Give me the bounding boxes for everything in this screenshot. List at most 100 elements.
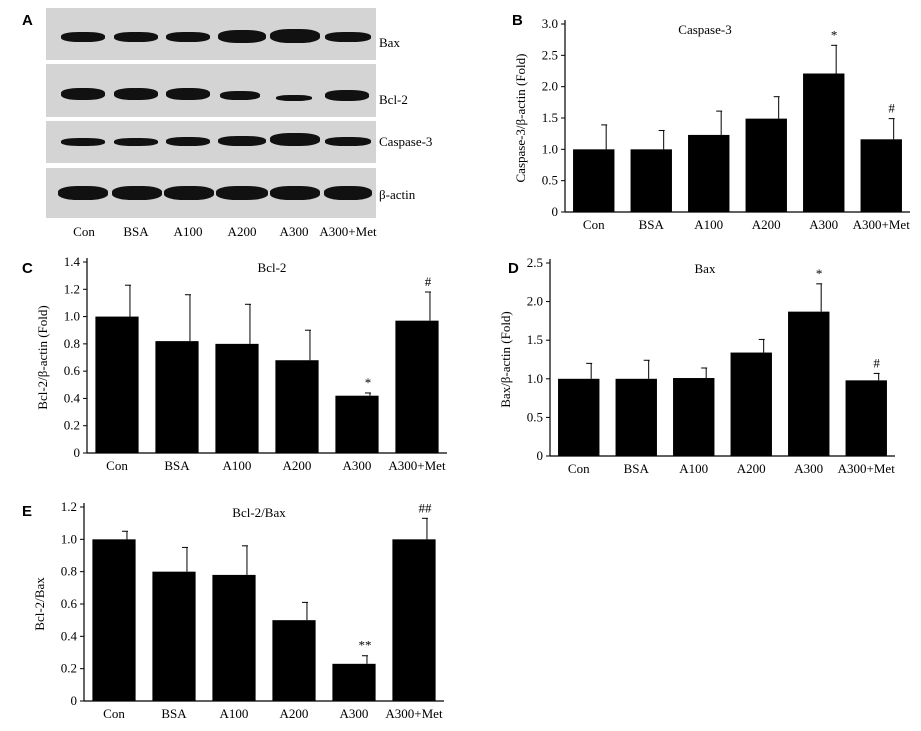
y-tick-label: 0.5 [542, 173, 558, 188]
y-tick-label: 0.2 [61, 661, 77, 676]
bar [332, 663, 376, 701]
x-tick-label: A300 [343, 458, 372, 473]
bar [275, 360, 319, 453]
blot-band [325, 137, 371, 146]
bar [155, 341, 199, 453]
bar [152, 571, 196, 701]
y-tick-label: 0 [71, 693, 78, 708]
y-axis-title: Bcl-2/β-actin (Fold) [35, 305, 50, 409]
y-tick-label: 1.2 [64, 281, 80, 296]
blot-row-label: β-actin [379, 187, 416, 202]
y-tick-label: 0.4 [61, 628, 78, 643]
blot-row-label: Bcl-2 [379, 92, 408, 107]
panel-label-d: D [508, 260, 519, 277]
y-tick-label: 1.0 [64, 309, 80, 324]
panel-label-c: C [22, 260, 33, 277]
bar [688, 134, 730, 212]
x-tick-label: BSA [164, 458, 190, 473]
x-tick-label: A300 [340, 706, 369, 721]
blot-lane-label: A200 [227, 224, 257, 239]
panel-label-b: B [512, 12, 523, 29]
significance-marker: * [831, 27, 838, 42]
x-tick-label: Con [103, 706, 125, 721]
y-axis-title: Bcl-2/Bax [32, 577, 47, 631]
x-tick-label: BSA [161, 706, 187, 721]
y-tick-label: 0.5 [527, 409, 543, 424]
y-tick-label: 1.5 [527, 332, 543, 347]
x-tick-label: A100 [679, 461, 708, 476]
y-tick-label: 3.0 [542, 16, 558, 31]
significance-marker: ## [418, 500, 432, 515]
x-tick-label: A200 [752, 217, 781, 232]
blot-band [164, 186, 214, 200]
bar [272, 620, 316, 701]
significance-marker: ** [358, 638, 371, 653]
bar [212, 574, 256, 701]
blot-row-bcl2 [46, 64, 376, 117]
y-tick-label: 0.6 [64, 363, 81, 378]
blot-row-label: Bax [379, 35, 400, 50]
blot-band [166, 88, 210, 100]
blot-lane-label: A300+Met [319, 224, 377, 239]
blot-row-beta-actin [46, 168, 376, 218]
chart-title: Bcl-2/Bax [232, 505, 286, 520]
blot-band [325, 90, 369, 101]
blot-band [61, 88, 105, 100]
blot-row-caspase3 [46, 121, 376, 163]
blot-band [276, 95, 312, 101]
x-tick-label: A300 [809, 217, 838, 232]
y-tick-label: 1.2 [61, 499, 77, 514]
blot-lane-label: Con [73, 224, 95, 239]
x-tick-label: A100 [694, 217, 723, 232]
bar [573, 149, 615, 212]
y-tick-label: 1.0 [542, 141, 558, 156]
y-axis-title: Bax/β-actin (Fold) [498, 311, 513, 408]
x-tick-label: Con [583, 217, 605, 232]
bar [673, 378, 715, 456]
y-tick-label: 1.0 [61, 531, 77, 546]
bar [558, 378, 600, 456]
chart-title: Caspase-3 [678, 22, 731, 37]
blot-band [270, 29, 320, 43]
blot-lane-label: A100 [173, 224, 203, 239]
y-tick-label: 1.0 [527, 371, 543, 386]
x-tick-label: A300+Met [853, 217, 911, 232]
y-tick-label: 0.8 [61, 564, 77, 579]
blot-band [166, 32, 210, 42]
y-tick-label: 2.5 [527, 255, 543, 270]
y-tick-label: 0 [537, 448, 544, 463]
y-tick-label: 0.6 [61, 596, 78, 611]
y-tick-label: 1.5 [542, 110, 558, 125]
blot-band [216, 186, 268, 200]
bcl2-bar-chart: 0 0.2 0.4 0.6 0.8 1.0 1.2 1.4 Bcl-2/β-actin (Fol… [35, 254, 447, 473]
bcl2-bax-ratio-bar-chart: 0 0.2 0.4 0.6 0.8 1.0 1.2 Bcl-2/Bax Bcl-2/Bax Con… [32, 499, 444, 721]
significance-marker: * [365, 375, 372, 390]
bar [615, 378, 657, 456]
blot-band [61, 32, 105, 42]
blot-band [114, 138, 158, 146]
x-tick-label: A300+Met [388, 458, 446, 473]
significance-marker: # [888, 101, 895, 116]
blot-band [218, 136, 266, 146]
significance-marker: # [425, 274, 432, 289]
bar [845, 380, 887, 456]
western-blot-image [46, 8, 376, 218]
blot-band [114, 32, 158, 42]
y-tick-label: 0 [552, 204, 559, 219]
blot-band [220, 91, 260, 100]
blot-band [166, 137, 210, 146]
blot-band [325, 32, 371, 42]
bar [92, 539, 136, 701]
y-tick-label: 2.0 [527, 294, 543, 309]
blot-band [270, 186, 320, 200]
bar [803, 73, 845, 212]
blot-lane-label: A300 [279, 224, 309, 239]
blot-band [324, 186, 372, 200]
bar [95, 316, 139, 453]
bar [215, 343, 259, 453]
x-tick-label: Con [568, 461, 590, 476]
significance-marker: # [873, 355, 880, 370]
blot-band [270, 133, 320, 146]
chart-title: Bax [695, 261, 716, 276]
bar [860, 139, 902, 212]
